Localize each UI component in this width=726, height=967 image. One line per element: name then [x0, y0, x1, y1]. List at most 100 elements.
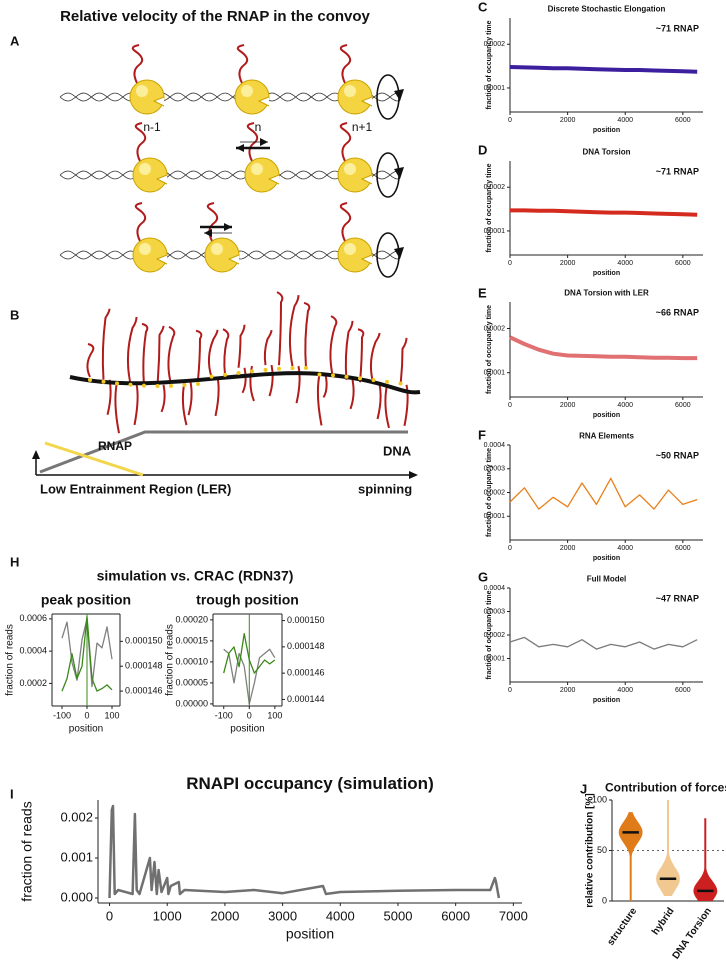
y2-tick-label: 0.000146	[125, 685, 163, 695]
nascent-rna	[349, 379, 355, 410]
nascent-rna	[167, 326, 176, 385]
x-tick-label: 2000	[560, 402, 576, 409]
rnap-dot	[223, 372, 227, 377]
x-axis-label: position	[593, 697, 620, 704]
data-line	[510, 208, 698, 217]
x-tick-label: 0	[508, 687, 512, 694]
nascent-rna	[249, 365, 255, 402]
x-tick-label: 5000	[384, 908, 413, 923]
y-tick-label: 0.00000	[175, 698, 208, 708]
x-tick-label: 2000	[560, 687, 576, 694]
nascent-rna	[133, 383, 139, 426]
x-tick-label: 0	[508, 545, 512, 552]
rna	[134, 202, 147, 242]
nascent-rna	[126, 316, 138, 385]
rnap-dot	[358, 376, 362, 381]
nascent-rna	[316, 374, 323, 426]
y-tick-label: 0.00010	[175, 656, 208, 666]
panel-label: A	[10, 33, 20, 48]
rnap-highlight	[241, 85, 253, 97]
x-tick-label: hybrid	[650, 906, 677, 937]
x-tick-label: 0	[508, 402, 512, 409]
nascent-rna	[195, 329, 203, 380]
x-axis-label: position	[593, 270, 620, 277]
dna-legend: DNA	[383, 443, 412, 458]
data-line	[509, 335, 698, 361]
x-tick-label: 2000	[560, 260, 576, 267]
chart-title: Discrete Stochastic Elongation	[548, 5, 666, 14]
x-tick-label: 2000	[210, 908, 239, 923]
ler-axis-head	[32, 450, 40, 459]
nascent-rna	[263, 330, 273, 366]
rotation-head	[394, 89, 404, 101]
y-tick-label: 0.0002	[19, 678, 47, 688]
chart-title: peak position	[41, 592, 131, 608]
nascent-rna	[276, 291, 284, 366]
x-tick-label: -100	[215, 710, 233, 720]
x-tick-label: 6000	[441, 908, 470, 923]
panel-label: C	[478, 0, 488, 14]
rnap-dot	[88, 378, 92, 382]
chart-title: RNAPI occupancy (simulation)	[186, 774, 433, 793]
y-tick-label: 0.0004	[19, 645, 47, 655]
y-tick-label: 0.0002	[484, 632, 506, 639]
y-tick-label: 100	[592, 794, 607, 804]
velocity-head	[204, 229, 212, 237]
rnap-highlight	[139, 163, 151, 175]
y-tick-label: 0.00015	[175, 635, 208, 645]
panel-label: J	[580, 781, 587, 796]
y-tick-label: 0.001	[60, 849, 93, 864]
dna-profile	[39, 430, 408, 474]
spinning-label: spinning	[358, 481, 412, 496]
y-tick-label: 50	[597, 845, 607, 855]
rotation-arrow	[376, 74, 400, 120]
rotation-arrow	[376, 232, 400, 278]
nascent-rna	[86, 343, 95, 378]
rnap-cleft	[155, 174, 168, 185]
y-tick-label: 0.00020	[175, 614, 208, 624]
rnap-dot	[344, 374, 349, 379]
rnap	[244, 157, 280, 193]
y-axis-label: fraction of occupancy time	[486, 590, 493, 679]
x-tick-label: 6000	[675, 260, 691, 267]
chart-title: Contribution of forces	[605, 781, 726, 795]
x-tick-label: 6000	[675, 687, 691, 694]
y2-tick-label: 0.000146	[287, 668, 325, 678]
rnap-cleft	[360, 96, 373, 107]
rotation-head	[394, 247, 404, 259]
nascent-rna	[156, 325, 165, 385]
x-axis-label: position	[69, 723, 103, 734]
x-tick-label: 2000	[560, 545, 576, 552]
nascent-rna	[207, 329, 219, 378]
y-tick-label: 0.0002	[484, 41, 506, 48]
ler-label: Low Entrainment Region (LER)	[40, 481, 231, 496]
x-tick-label: 4000	[617, 687, 633, 694]
rnap-highlight	[344, 163, 356, 175]
rnap-dot	[263, 367, 268, 372]
rnap	[132, 157, 168, 193]
x-tick-label: 7000	[499, 908, 528, 923]
x-axis-label: position	[593, 555, 620, 562]
nascent-rna	[101, 308, 111, 380]
rnap-cleft	[360, 254, 373, 265]
y2-tick-label: 0.000150	[287, 615, 325, 625]
y2-tick-label: 0.000144	[287, 694, 325, 704]
chart-title: DNA Torsion	[583, 148, 631, 157]
y-tick-label: 0.0001	[484, 85, 506, 92]
x-tick-label: 3000	[268, 908, 297, 923]
panel-label: I	[10, 786, 14, 801]
x-tick-label: 100	[267, 710, 282, 720]
velocity-head	[236, 144, 244, 152]
chart-title: RNA Elements	[579, 432, 634, 441]
x-tick-label: 6000	[675, 117, 691, 124]
data-line	[509, 477, 698, 510]
rnap-dot	[250, 369, 254, 374]
nascent-rna	[295, 365, 301, 404]
velocity-head	[260, 138, 268, 146]
rnap-cleft	[267, 174, 280, 185]
rotation-arrow	[376, 152, 400, 198]
panel-label: E	[478, 285, 487, 300]
rnap-dot	[398, 381, 403, 386]
rnap	[337, 157, 373, 193]
y-tick-label: 0.0003	[484, 608, 506, 615]
